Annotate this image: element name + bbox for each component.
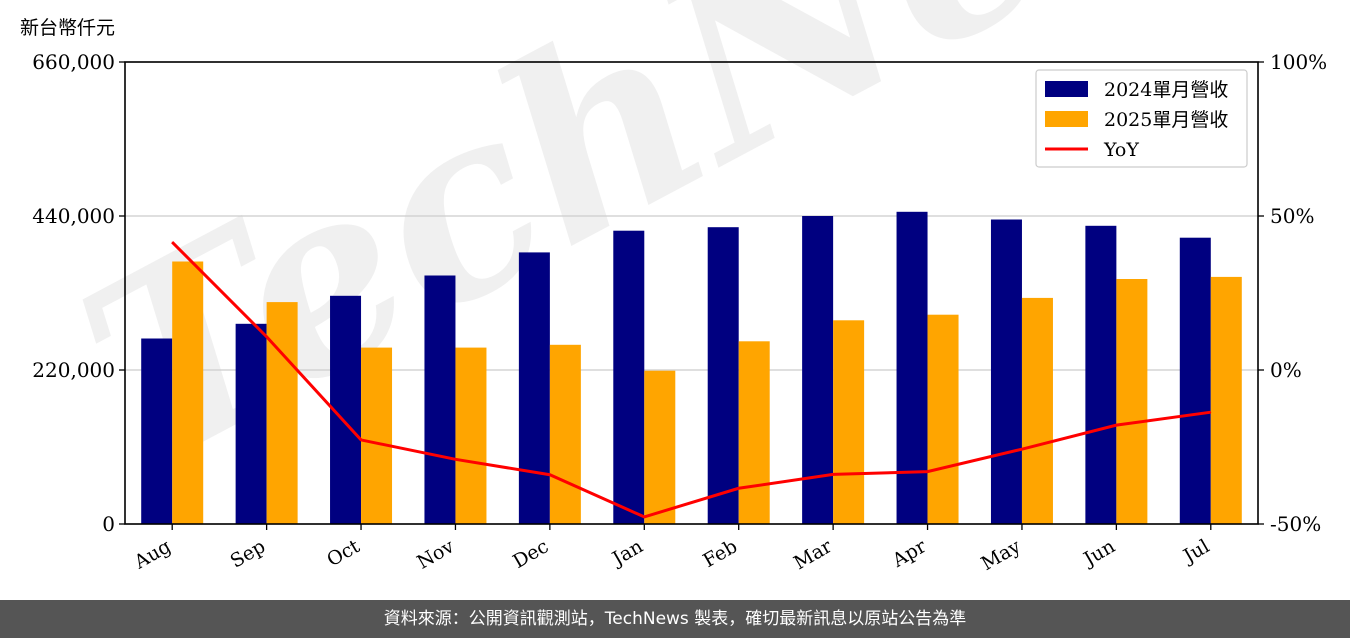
bar-2024-dec	[518, 252, 550, 524]
right-tick-label: 0%	[1270, 358, 1302, 382]
bar-2024-may	[990, 219, 1022, 524]
right-tick-label: -50%	[1270, 512, 1321, 536]
x-tick-label-mar: Mar	[790, 535, 836, 574]
x-tick-label-sep: Sep	[227, 535, 270, 572]
yoy-point-aug	[171, 241, 173, 243]
legend-2025-swatch	[1045, 111, 1088, 127]
left-tick-label: 660,000	[32, 50, 115, 74]
bar-2025-apr	[927, 314, 959, 524]
yoy-point-jul	[1210, 411, 1212, 413]
x-tick-label-may: May	[977, 535, 1024, 575]
x-tick-label-apr: Apr	[888, 535, 931, 572]
legend-2024-swatch	[1045, 81, 1088, 97]
left-tick-label: 220,000	[32, 358, 115, 382]
x-tick-label-jun: Jun	[1078, 535, 1119, 571]
x-tick-label-dec: Dec	[509, 535, 552, 573]
bar-2024-aug	[141, 338, 173, 524]
bar-2025-jan	[644, 370, 676, 524]
plot-frame	[124, 61, 1259, 525]
right-tick-label: 50%	[1270, 204, 1314, 228]
yoy-point-sep	[266, 336, 268, 338]
yoy-point-jun	[1115, 424, 1117, 426]
bar-2025-jul	[1210, 276, 1242, 524]
legend-yoy-label: YoY	[1103, 139, 1139, 161]
source-footer: 資料來源：公開資訊觀測站，TechNews 製表，確切最新訊息以原站公告為準	[0, 600, 1350, 638]
bar-2024-jul	[1179, 237, 1211, 524]
left-tick-label: 440,000	[32, 204, 115, 228]
x-tick-label-aug: Aug	[130, 535, 175, 574]
x-tick-label-oct: Oct	[323, 535, 364, 571]
yoy-line	[171, 241, 1211, 519]
bar-2025-jun	[1116, 279, 1148, 524]
bar-2024-sep	[235, 323, 267, 524]
bar-2024-apr	[896, 211, 928, 525]
x-tick-label-nov: Nov	[413, 535, 458, 574]
bar-2025-dec	[549, 344, 581, 524]
x-tick-label-jul: Jul	[1178, 535, 1213, 568]
bar-2024-feb	[707, 227, 739, 524]
bar-2024-nov	[424, 275, 456, 524]
yoy-line-layer	[171, 241, 1212, 519]
right-tick-label: 100%	[1270, 50, 1327, 74]
legend-2024-label: 2024單月營收	[1104, 79, 1228, 101]
yoy-point-feb	[738, 487, 740, 489]
bar-2025-sep	[266, 302, 298, 524]
bar-2025-feb	[738, 341, 770, 524]
yoy-point-may	[1021, 448, 1023, 450]
bar-2024-mar	[802, 216, 834, 524]
bar-2024-jun	[1085, 225, 1117, 525]
yoy-point-jan	[643, 516, 645, 518]
bar-2025-aug	[172, 261, 204, 524]
x-tick-label-feb: Feb	[699, 535, 741, 572]
legend-box	[1035, 69, 1248, 168]
legend-2025-label: 2025單月營收	[1104, 109, 1228, 131]
yoy-point-dec	[549, 474, 551, 476]
yoy-point-oct	[360, 439, 362, 441]
bar-2025-nov	[455, 347, 487, 524]
unit-label: 新台幣仟元	[20, 17, 115, 39]
bar-2025-mar	[833, 320, 865, 524]
bar-2025-oct	[361, 347, 393, 524]
bar-2024-jan	[613, 230, 645, 524]
yoy-point-mar	[832, 473, 834, 475]
x-tick-label-jan: Jan	[607, 535, 647, 571]
legend: 2024單月營收 2025單月營收 YoY	[1035, 69, 1248, 168]
bar-2025-may	[1021, 297, 1053, 524]
yoy-point-nov	[454, 458, 456, 460]
left-tick-label: 0	[102, 512, 115, 536]
footer-text: 資料來源：公開資訊觀測站，TechNews 製表，確切最新訊息以原站公告為準	[383, 609, 967, 629]
yoy-point-apr	[927, 471, 929, 473]
bars	[141, 211, 1242, 525]
